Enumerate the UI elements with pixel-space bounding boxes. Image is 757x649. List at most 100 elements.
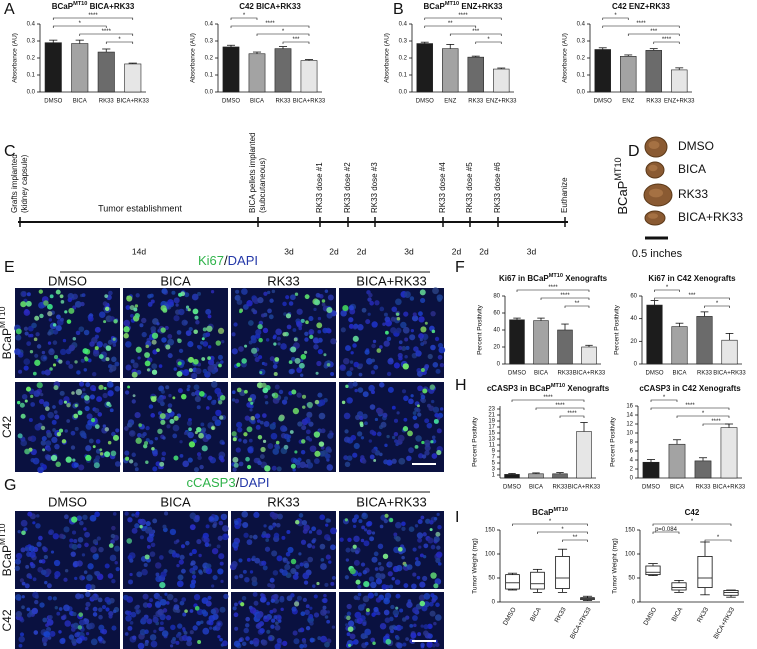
nucleus: [345, 547, 351, 553]
nucleus: [211, 415, 218, 422]
significance-label: ***: [688, 293, 696, 299]
nucleus: [410, 329, 415, 333]
nucleus: [359, 363, 364, 368]
nucleus: [257, 297, 264, 304]
nucleus: [102, 424, 107, 428]
y-tick-label: 150: [625, 528, 636, 534]
nucleus: [427, 623, 433, 630]
nucleus: [256, 419, 261, 423]
stain-signal: [218, 400, 223, 405]
nucleus: [409, 623, 414, 628]
nucleus: [78, 464, 85, 471]
nucleus: [92, 612, 98, 617]
nucleus: [311, 539, 316, 544]
nucleus: [252, 555, 256, 560]
micrograph: [231, 382, 336, 472]
nucleus: [76, 370, 81, 375]
nucleus: [59, 317, 64, 322]
nucleus: [168, 549, 174, 555]
stain-signal: [33, 337, 38, 342]
stain-separator: /: [224, 253, 228, 268]
nucleus: [298, 513, 304, 518]
nucleus: [304, 609, 310, 616]
tumor-label: DMSO: [678, 139, 714, 153]
micrograph: [339, 287, 446, 378]
nucleus: [73, 462, 79, 468]
nucleus: [234, 294, 241, 301]
nucleus: [75, 593, 82, 600]
nucleus: [375, 578, 383, 585]
nucleus: [320, 635, 327, 643]
nucleus: [60, 348, 67, 356]
nucleus: [398, 457, 406, 465]
nucleus: [164, 325, 169, 330]
nucleus: [247, 447, 254, 454]
nucleus: [19, 632, 25, 637]
nucleus: [296, 464, 301, 469]
stain-signal: [180, 393, 187, 400]
x-tick-label: RK33: [646, 99, 662, 105]
stain-signal: [146, 368, 150, 372]
row-label: BCaPMT10: [0, 306, 14, 359]
micrograph: [122, 381, 228, 473]
nucleus: [190, 579, 197, 585]
nucleus: [249, 408, 253, 412]
significance-bar: [702, 423, 730, 426]
nucleus: [245, 623, 250, 628]
box: [530, 571, 545, 590]
stain-signal: [211, 426, 215, 430]
nucleus: [364, 421, 368, 426]
nucleus: [74, 300, 82, 308]
nucleus: [431, 643, 436, 648]
nucleus: [432, 362, 439, 368]
nucleus: [396, 564, 403, 572]
nucleus: [433, 516, 438, 521]
y-axis-label: Percent Positivity: [614, 304, 621, 355]
stain-signal: [262, 387, 269, 394]
bar: [124, 63, 142, 93]
x-tick-label: BICA+RK33: [713, 371, 746, 377]
nucleus: [251, 308, 256, 312]
nucleus: [98, 607, 103, 612]
nucleus: [261, 639, 268, 646]
nucleus: [179, 440, 183, 444]
stain-counterstain: DAPI: [239, 475, 269, 490]
nucleus: [207, 395, 212, 401]
significance-label: ***: [292, 37, 300, 43]
nucleus: [371, 343, 376, 349]
bar: [620, 55, 637, 93]
nucleus: [70, 551, 76, 557]
y-tick-label: 0: [632, 600, 636, 606]
nucleus: [222, 525, 229, 532]
significance-label: *: [702, 411, 705, 417]
nucleus: [111, 525, 116, 531]
stain-signal: [257, 323, 263, 330]
nucleus: [384, 443, 388, 448]
y-tick-label: 1: [492, 473, 496, 479]
micrograph: [15, 381, 121, 474]
significance-label: ****: [555, 403, 565, 409]
nucleus: [322, 605, 327, 610]
nucleus: [161, 456, 166, 461]
nucleus: [190, 560, 196, 566]
nucleus: [202, 341, 209, 347]
nucleus: [259, 454, 265, 459]
y-tick-label: 0: [492, 600, 496, 606]
nucleus: [112, 343, 117, 347]
nucleus: [171, 290, 176, 295]
nucleus: [401, 555, 405, 560]
nucleus: [362, 512, 367, 517]
nucleus: [125, 305, 131, 310]
nucleus: [33, 630, 39, 635]
nucleus: [379, 382, 385, 388]
nucleus: [300, 449, 306, 455]
nucleus: [109, 316, 115, 322]
nucleus: [426, 422, 433, 429]
nucleus: [95, 439, 101, 444]
stain-signal: [274, 357, 280, 362]
nucleus: [418, 333, 424, 339]
stain-signal: [133, 307, 138, 312]
nucleus: [111, 625, 117, 631]
nucleus: [306, 411, 313, 418]
nucleus: [237, 427, 243, 433]
